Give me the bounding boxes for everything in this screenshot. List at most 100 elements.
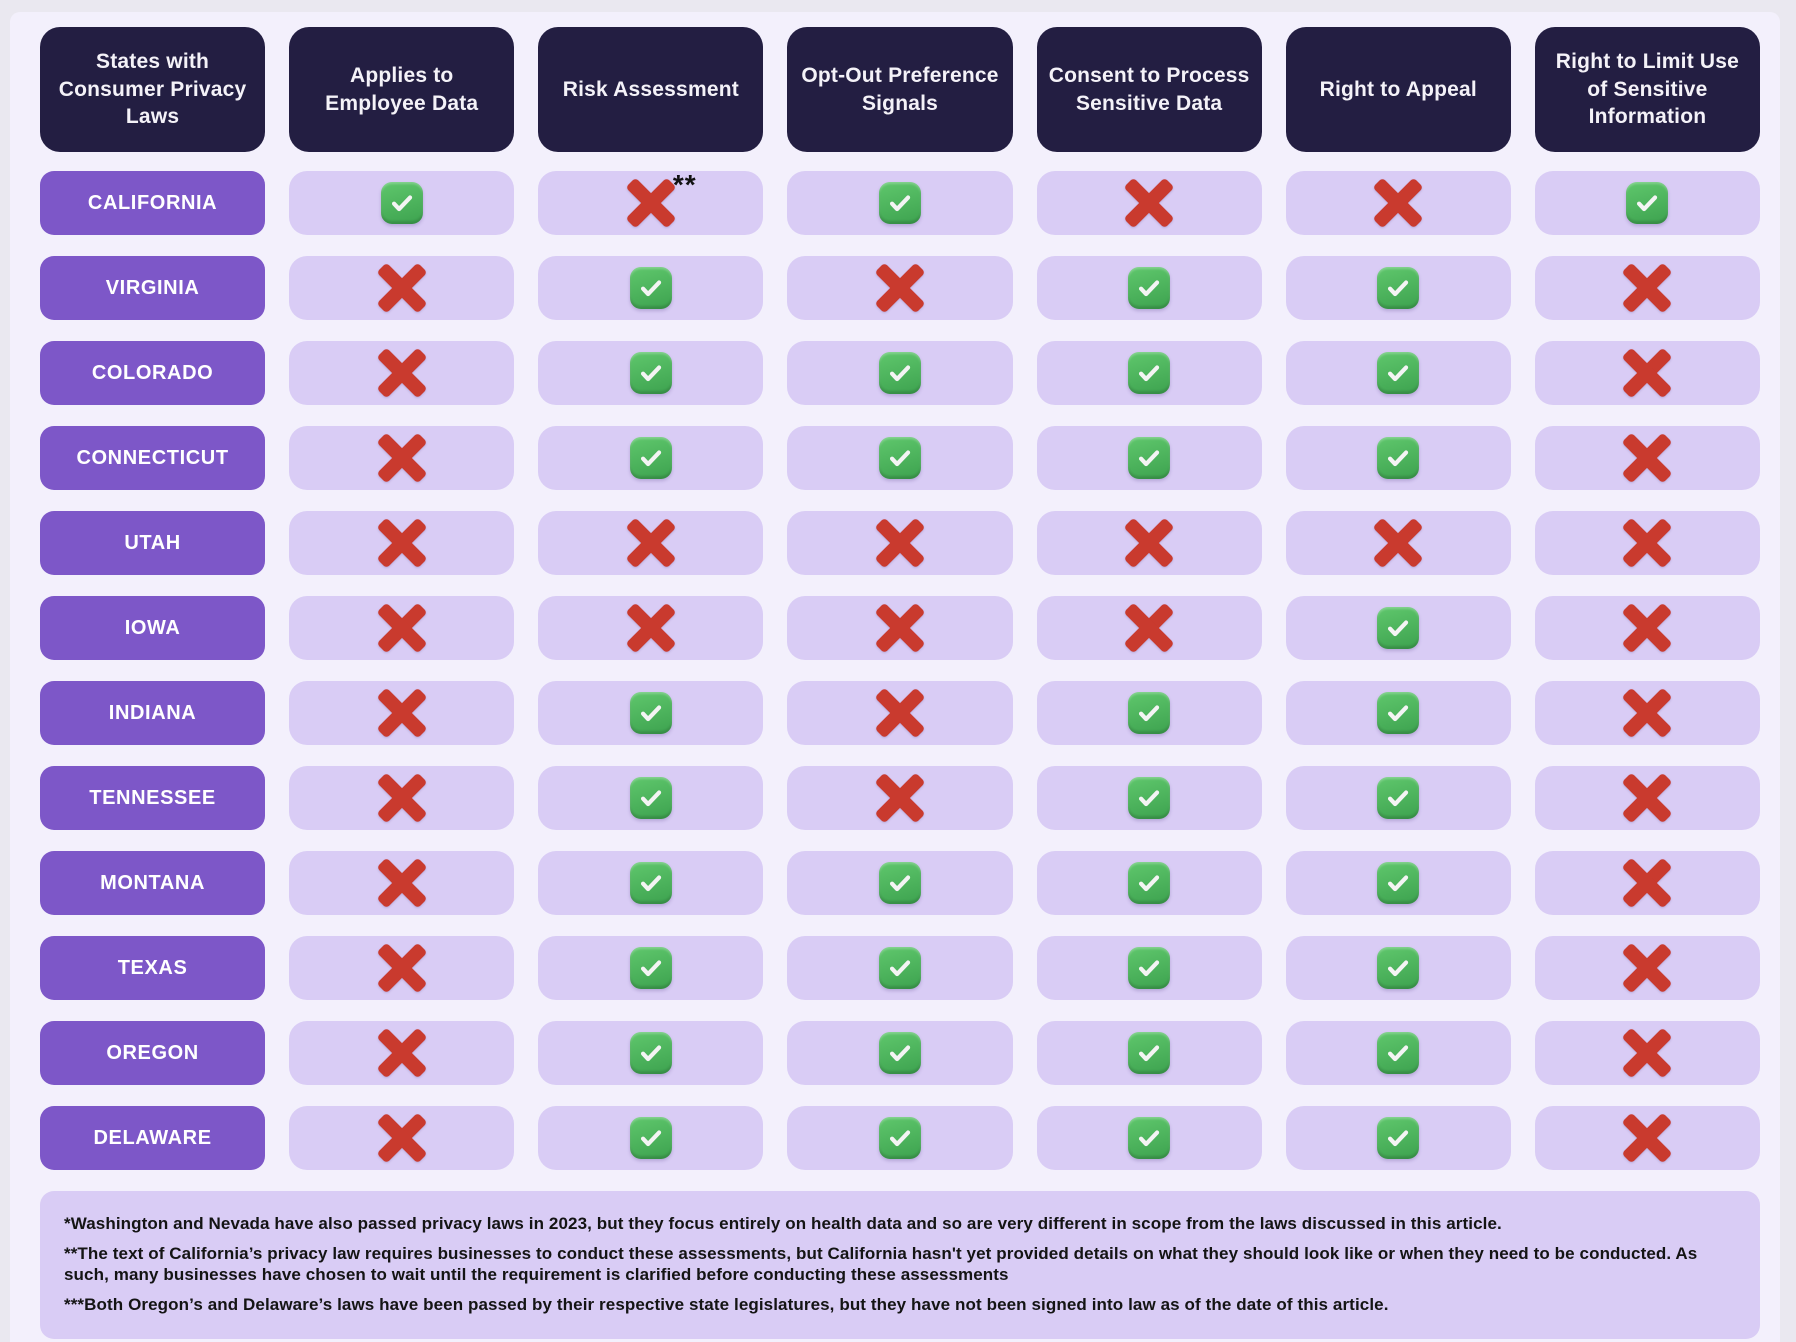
cell-colorado-col6 <box>1534 341 1760 405</box>
icon-wrap <box>878 182 921 224</box>
icon-wrap <box>378 349 426 397</box>
column-header-states: States with Consumer Privacy Laws <box>40 27 266 152</box>
cell-utah-col1 <box>289 511 515 575</box>
footnote-marker: ** <box>672 169 697 200</box>
footnote-oregon-delaware: ***Both Oregon’s and Delaware’s laws hav… <box>64 1295 1389 1315</box>
check-icon <box>1128 1032 1171 1074</box>
cell-texas-col5 <box>1285 936 1511 1000</box>
cross-icon <box>378 689 426 737</box>
icon-wrap <box>378 689 426 737</box>
check-icon <box>878 862 921 904</box>
check-icon <box>1626 182 1669 224</box>
table-body: CALIFORNIA ** VIRGINIA COLORADO CONNECTICUT U… <box>40 169 1760 1170</box>
cell-virginia-col6 <box>1534 256 1760 320</box>
icon-wrap <box>627 604 675 652</box>
icon-wrap <box>1626 182 1669 224</box>
footnote-washington-nevada: *Washington and Nevada have also passed … <box>64 1214 1502 1233</box>
check-icon <box>1128 267 1171 309</box>
table-row-texas: TEXAS <box>40 936 1760 1000</box>
icon-wrap <box>1374 179 1422 227</box>
cell-connecticut-col4 <box>1036 426 1262 490</box>
icon-wrap <box>1623 519 1671 567</box>
cross-icon <box>378 604 426 652</box>
cross-icon <box>1623 264 1671 312</box>
cell-connecticut-col3 <box>787 426 1013 490</box>
check-icon <box>1128 777 1171 819</box>
cell-connecticut-col1 <box>289 426 515 490</box>
state-pill-oregon: OREGON <box>40 1021 266 1085</box>
cell-indiana-col2 <box>538 681 764 745</box>
check-icon <box>1377 692 1420 734</box>
state-pill-indiana: INDIANA <box>40 681 266 745</box>
cell-texas-col4 <box>1036 936 1262 1000</box>
check-icon <box>629 1032 672 1074</box>
state-pill-utah: UTAH <box>40 511 266 575</box>
cell-iowa-col5 <box>1285 596 1511 660</box>
cross-icon <box>378 434 426 482</box>
table-row-delaware: DELAWARE <box>40 1106 1760 1170</box>
icon-wrap <box>629 692 672 734</box>
cell-colorado-col5 <box>1285 341 1511 405</box>
check-icon <box>878 437 921 479</box>
icon-wrap <box>1377 947 1420 989</box>
icon-wrap <box>378 519 426 567</box>
cross-icon <box>1623 774 1671 822</box>
icon-wrap <box>378 264 426 312</box>
table-row-virginia: VIRGINIA <box>40 256 1760 320</box>
check-icon <box>629 267 672 309</box>
check-icon <box>1377 1117 1420 1159</box>
icon-wrap: ** <box>627 169 696 227</box>
cell-california-col6 <box>1534 171 1760 235</box>
icon-wrap <box>1623 944 1671 992</box>
cell-virginia-col3 <box>787 256 1013 320</box>
cell-delaware-col1 <box>289 1106 515 1170</box>
check-icon <box>629 947 672 989</box>
icon-wrap <box>380 182 423 224</box>
check-icon <box>629 692 672 734</box>
icon-wrap <box>629 437 672 479</box>
icon-wrap <box>878 1032 921 1074</box>
footnotes-box: *Washington and Nevada have also passed … <box>40 1191 1760 1340</box>
cross-icon <box>378 944 426 992</box>
icon-wrap <box>1377 1032 1420 1074</box>
check-icon <box>1128 352 1171 394</box>
icon-wrap <box>1377 267 1420 309</box>
icon-wrap <box>1128 267 1171 309</box>
column-header-limit-sensitive-info: Right to Limit Use of Sensitive Informat… <box>1534 27 1760 152</box>
cross-icon <box>378 859 426 907</box>
cross-icon <box>1374 519 1422 567</box>
cross-icon <box>1623 1114 1671 1162</box>
cross-icon <box>1623 519 1671 567</box>
cell-delaware-col4 <box>1036 1106 1262 1170</box>
check-icon <box>1377 267 1420 309</box>
icon-wrap <box>1128 352 1171 394</box>
cross-icon <box>1374 179 1422 227</box>
icon-wrap <box>378 434 426 482</box>
check-icon <box>1128 947 1171 989</box>
cell-tennessee-col5 <box>1285 766 1511 830</box>
cross-icon <box>1623 349 1671 397</box>
cell-utah-col2 <box>538 511 764 575</box>
state-pill-iowa: IOWA <box>40 596 266 660</box>
icon-wrap <box>1128 947 1171 989</box>
state-pill-montana: MONTANA <box>40 851 266 915</box>
check-icon <box>1377 947 1420 989</box>
cross-icon <box>1623 604 1671 652</box>
cell-oregon-col5 <box>1285 1021 1511 1085</box>
cell-texas-col6 <box>1534 936 1760 1000</box>
check-icon <box>629 352 672 394</box>
icon-wrap <box>1128 862 1171 904</box>
cell-oregon-col6 <box>1534 1021 1760 1085</box>
check-icon <box>629 862 672 904</box>
check-icon <box>1128 862 1171 904</box>
cell-iowa-col1 <box>289 596 515 660</box>
cell-california-col1 <box>289 171 515 235</box>
check-icon <box>1377 607 1420 649</box>
icon-wrap <box>876 604 924 652</box>
check-icon <box>1377 352 1420 394</box>
check-icon <box>1128 692 1171 734</box>
cell-colorado-col4 <box>1036 341 1262 405</box>
cell-texas-col1 <box>289 936 515 1000</box>
cell-utah-col5 <box>1285 511 1511 575</box>
cell-tennessee-col2 <box>538 766 764 830</box>
